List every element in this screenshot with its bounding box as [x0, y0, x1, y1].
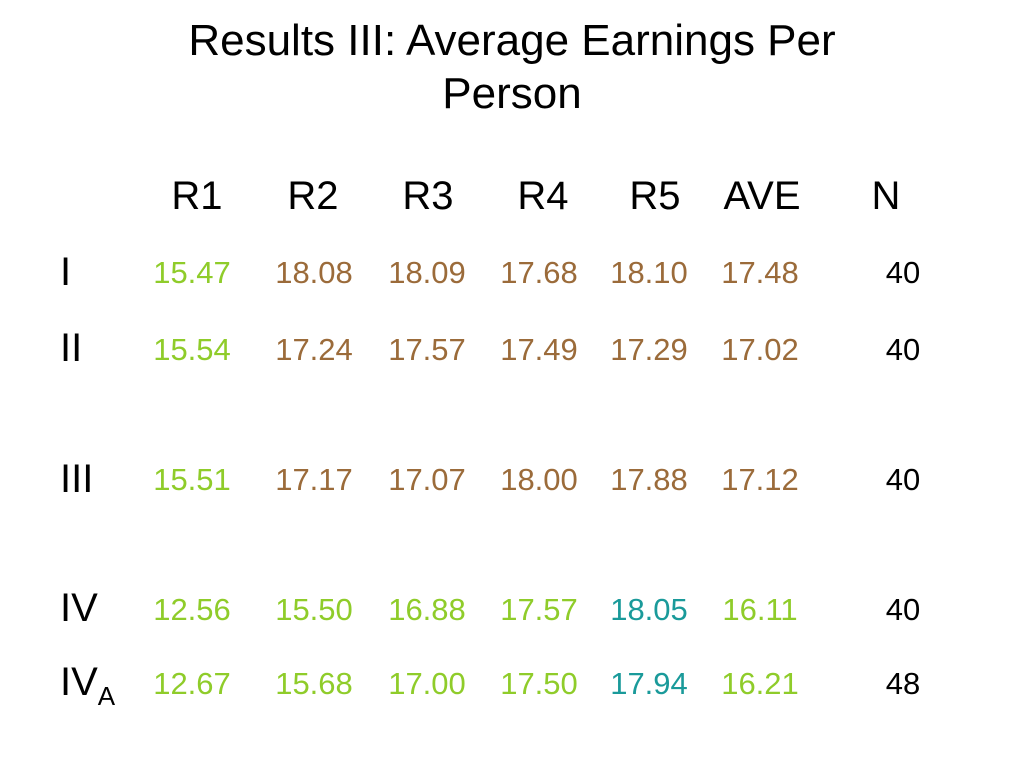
- table-cell-r3: 17.07: [388, 462, 466, 497]
- row-label-text: I: [60, 250, 72, 294]
- table-cell-ave: 17.02: [721, 332, 799, 367]
- table-cell-r3: 17.00: [388, 666, 466, 701]
- row-label-subscript: A: [97, 681, 116, 711]
- table-cell-ave: 17.12: [721, 462, 799, 497]
- column-header-r1: R1: [171, 174, 223, 218]
- table-cell-r5: 17.29: [610, 332, 688, 367]
- column-header-n: N: [871, 174, 901, 218]
- table-cell-n: 48: [885, 666, 921, 701]
- table-cell-r1: 12.67: [153, 666, 231, 701]
- column-header-ave: AVE: [723, 174, 801, 218]
- table-cell-r2: 18.08: [275, 255, 353, 290]
- title-line-2: Person: [442, 69, 582, 118]
- table-cell-r2: 17.24: [275, 332, 353, 367]
- slide-title: Results III: Average Earnings Per Person: [0, 14, 1024, 120]
- table-cell-ave: 16.11: [722, 592, 798, 627]
- table-cell-ave: 16.21: [721, 666, 799, 701]
- table-cell-r1: 15.47: [153, 255, 231, 290]
- table-cell-r3: 16.88: [388, 592, 466, 627]
- row-label: III: [60, 455, 93, 503]
- row-label: II: [60, 324, 82, 372]
- table-cell-n: 40: [885, 332, 921, 367]
- table-cell-r5: 18.05: [610, 592, 688, 627]
- row-label-text: III: [60, 457, 94, 501]
- table-cell-n: 40: [885, 592, 921, 627]
- column-header-r5: R5: [629, 174, 681, 218]
- table-cell-r2: 15.68: [275, 666, 353, 701]
- table-cell-r4: 17.50: [500, 666, 578, 701]
- table-cell-r2: 17.17: [275, 462, 353, 497]
- table-cell-r4: 18.00: [500, 462, 578, 497]
- table-cell-r4: 17.68: [500, 255, 578, 290]
- table-cell-r1: 12.56: [153, 592, 231, 627]
- table-cell-r2: 15.50: [275, 592, 353, 627]
- column-header-r4: R4: [517, 174, 569, 218]
- row-label-text: IV: [60, 586, 98, 630]
- row-label-text: IV: [60, 660, 98, 704]
- row-label: I: [60, 248, 71, 296]
- table-cell-r1: 15.54: [153, 332, 231, 367]
- row-label-text: II: [60, 326, 83, 370]
- column-header-r2: R2: [287, 174, 339, 218]
- title-line-1: Results III: Average Earnings Per: [188, 16, 836, 65]
- table-cell-r5: 17.88: [610, 462, 688, 497]
- row-label: IVA: [60, 658, 115, 709]
- table-cell-r1: 15.51: [153, 462, 231, 497]
- table-cell-r4: 17.57: [500, 592, 578, 627]
- table-cell-r4: 17.49: [500, 332, 578, 367]
- row-label: IV: [60, 584, 98, 632]
- table-cell-n: 40: [885, 255, 921, 290]
- table-cell-r5: 18.10: [610, 255, 688, 290]
- table-cell-ave: 17.48: [721, 255, 799, 290]
- column-header-r3: R3: [402, 174, 454, 218]
- table-cell-r3: 18.09: [388, 255, 466, 290]
- table-cell-r5: 17.94: [610, 666, 688, 701]
- table-cell-r3: 17.57: [388, 332, 466, 367]
- table-cell-n: 40: [885, 462, 921, 497]
